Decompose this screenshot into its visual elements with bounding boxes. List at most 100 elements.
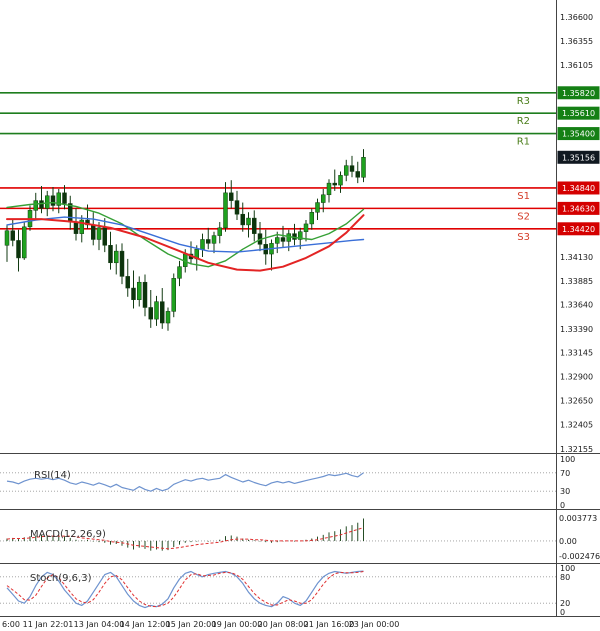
candle-body (332, 182, 337, 186)
candle-body (91, 224, 96, 240)
candle-body (229, 192, 234, 201)
rsi-tick-label: 30 (560, 487, 570, 496)
candle-body (16, 240, 21, 259)
price-tick-label: 1.32155 (560, 445, 593, 454)
candle-body (326, 182, 332, 196)
candle-body (315, 202, 320, 213)
candle-body (56, 192, 61, 206)
panel-dividers (0, 0, 600, 617)
price-tick-label: 1.32650 (560, 397, 593, 406)
candle-body (223, 192, 228, 229)
candle-body (338, 175, 343, 186)
price-tick-label: 1.36105 (560, 61, 593, 70)
current-price-badge (557, 150, 600, 164)
candle-body (39, 200, 44, 209)
resistance-tag: R1 (517, 137, 530, 148)
candle-body (355, 171, 360, 178)
candle-body (206, 239, 211, 244)
macd-tick-label: 0.003773 (559, 514, 597, 523)
candle-body (160, 301, 165, 324)
resistance-badge-text: 1.35610 (562, 109, 595, 118)
candle-body (102, 227, 107, 246)
candle-body (50, 195, 56, 206)
candle-body (240, 213, 245, 226)
support-badge-text: 1.34420 (562, 225, 595, 234)
stoch-indicator-label: Stoch(9,6,3) (30, 573, 92, 584)
stoch-d-line (6, 571, 364, 608)
support-tag: S1 (517, 191, 530, 202)
level-tags: R3 R2 R1 S1 S2 S3 (517, 96, 530, 243)
price-axis: 1.36600 1.36355 1.36105 1.34130 1.33885 1.336… (557, 13, 600, 454)
price-tick-label: 1.33885 (560, 277, 593, 286)
price-tick-label: 1.36600 (560, 13, 593, 22)
time-label: 19 Jan 00:00 (212, 620, 263, 629)
macd-indicator-label: MACD(12,26,9) (30, 529, 106, 540)
candle-body (200, 239, 205, 250)
ma-fast-green (6, 201, 365, 268)
candle-body (108, 245, 113, 264)
price-tick-label: 1.33390 (560, 325, 593, 334)
candle-body (211, 235, 217, 244)
candle-body (148, 307, 153, 320)
support-tag: S2 (517, 211, 530, 222)
price-tick-label: 1.34130 (560, 253, 593, 262)
price-tick-label: 1.32900 (560, 372, 593, 381)
support-badge (557, 201, 600, 215)
rsi-panel: 100 70 30 0 (0, 455, 575, 510)
current-price-badge-text: 1.35156 (562, 153, 595, 162)
candle-body (131, 287, 136, 300)
candle-body (114, 250, 119, 264)
stoch-tick-label: 80 (560, 573, 570, 582)
moving-averages (6, 201, 365, 272)
ma-mid-blue (6, 216, 365, 253)
macd-panel: 0.003773 0.00 -0.002476 (0, 514, 600, 561)
price-tick-label: 1.32405 (560, 421, 593, 430)
time-label: 13 Jan 04:00 (74, 620, 125, 629)
stoch-tick-label: 20 (560, 599, 570, 608)
candle-body (142, 281, 148, 308)
time-label: 11 Jan 22:01 (23, 620, 74, 629)
candlesticks (4, 149, 366, 331)
candle-body (33, 200, 38, 211)
candle-body (10, 230, 15, 241)
candle-body (137, 281, 142, 300)
candle-body (45, 195, 50, 209)
candle-body (217, 227, 222, 236)
candle-body (125, 276, 130, 289)
candle-body (280, 237, 286, 242)
candle-body (275, 237, 280, 244)
candle-body (171, 278, 176, 312)
stoch-tick-label: 100 (560, 564, 575, 573)
stoch-tick-label: 0 (560, 608, 565, 617)
rsi-line (6, 472, 364, 492)
candle-body (4, 230, 10, 246)
rsi-tick-label: 70 (560, 469, 570, 478)
macd-tick-label: -0.002476 (559, 552, 600, 561)
support-badge-text: 1.34840 (562, 184, 595, 193)
candle-body (349, 165, 355, 172)
time-label: 21 Jan 16:00 (304, 620, 355, 629)
candle-body (286, 233, 291, 242)
candle-body (154, 301, 159, 320)
resistance-badge-text: 1.35820 (562, 89, 595, 98)
time-label: 15 Jan 20:00 (166, 620, 217, 629)
resistance-tag: R3 (517, 96, 530, 107)
resistance-badge (557, 106, 600, 120)
stoch-k-line (6, 570, 364, 609)
candle-body (165, 311, 171, 324)
macd-tick-label: 0.00 (559, 537, 577, 546)
candle-body (119, 250, 125, 277)
rsi-indicator-label: RSI(14) (34, 470, 71, 481)
candle-body (96, 227, 102, 240)
price-tick-label: 1.33640 (560, 301, 593, 310)
candle-body (344, 165, 349, 176)
candle-body (73, 221, 79, 234)
time-label: 6:00 (2, 620, 20, 629)
candle-body (177, 266, 182, 279)
candle-body (361, 157, 366, 178)
rsi-tick-label: 0 (560, 501, 565, 510)
candle-body (62, 192, 67, 204)
